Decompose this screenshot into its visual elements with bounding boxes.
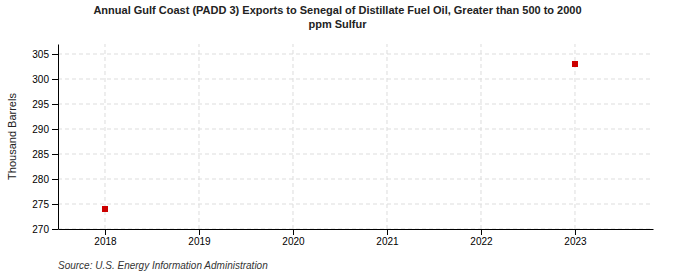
x-tick-label: 2020 [282, 236, 305, 247]
y-tick: 300 [32, 74, 58, 85]
grid-line-y [58, 54, 653, 55]
source: Source: U.S. Energy Information Administ… [58, 260, 268, 271]
grid-line-y [58, 204, 653, 205]
y-tick-mark [52, 204, 58, 205]
chart-svg: 2018201920202021202220232702752802852902… [0, 0, 675, 275]
grid-line-x [198, 44, 199, 229]
y-tick-label: 295 [32, 99, 49, 110]
x-tick: 2018 [94, 229, 117, 247]
y-tick: 295 [32, 99, 58, 110]
x-tick: 2022 [470, 229, 493, 247]
y-tick: 290 [32, 124, 58, 135]
y-tick: 280 [32, 174, 58, 185]
grid-line-y [58, 104, 653, 105]
grid-line-x [480, 44, 481, 229]
y-axis: 270 275 280 285 290 295 300 305 [32, 45, 58, 235]
grid-line-x [574, 44, 575, 229]
y-tick-mark [52, 129, 58, 130]
y-tick-label: 280 [32, 174, 49, 185]
x-tick: 2019 [188, 229, 211, 247]
x-tick-label: 2018 [94, 236, 117, 247]
y-tick-mark [52, 79, 58, 80]
grid-line-x [104, 44, 105, 229]
y-tick-mark [52, 54, 58, 55]
title-line: Annual Gulf Coast (PADD 3) Exports to Se… [93, 4, 581, 16]
title-line: ppm Sulfur [308, 18, 367, 30]
points [102, 61, 578, 212]
x-tick-mark [105, 229, 106, 235]
x-tick-label: 2022 [470, 236, 493, 247]
grid [58, 44, 653, 229]
grid-line-y [58, 179, 653, 180]
y-axis-line [58, 45, 59, 230]
y-tick-mark [52, 179, 58, 180]
y-tick-label: 285 [32, 149, 49, 160]
y-axis-label: Thousand Barrels [6, 93, 18, 180]
x-tick-mark [387, 229, 388, 235]
y-tick: 275 [32, 199, 58, 210]
x-tick: 2021 [376, 229, 399, 247]
y-tick-label: 300 [32, 74, 49, 85]
x-tick-mark [293, 229, 294, 235]
x-tick-mark [199, 229, 200, 235]
x-axis: 2018 2019 2020 2021 2022 2023 [59, 229, 654, 247]
x-tick-mark [481, 229, 482, 235]
grid-line-y [58, 129, 653, 130]
x-tick-label: 2019 [188, 236, 211, 247]
y-tick-label: 275 [32, 199, 49, 210]
y-tick-mark [52, 154, 58, 155]
y-tick: 285 [32, 149, 58, 160]
grid-line-y [58, 229, 653, 230]
grid-line-y [58, 154, 653, 155]
y-tick-label: 305 [32, 49, 49, 60]
grid-line-y [58, 79, 653, 80]
point [572, 61, 578, 67]
grid-line-x [386, 44, 387, 229]
point [102, 206, 108, 212]
chart-container: 2018201920202021202220232702752802852902… [0, 0, 675, 275]
y-tick-label: 290 [32, 124, 49, 135]
y-tick: 305 [32, 49, 58, 60]
x-tick: 2023 [564, 229, 587, 247]
x-tick: 2020 [282, 229, 305, 247]
y-tick-label: 270 [32, 224, 49, 235]
y-tick-mark [52, 104, 58, 105]
title: Annual Gulf Coast (PADD 3) Exports to Se… [93, 4, 581, 30]
y-tick-mark [52, 229, 58, 230]
x-axis-line [59, 229, 654, 230]
x-tick-label: 2021 [376, 236, 399, 247]
y-tick: 270 [32, 224, 58, 235]
x-tick-mark [575, 229, 576, 235]
x-tick-label: 2023 [564, 236, 587, 247]
grid-line-x [292, 44, 293, 229]
